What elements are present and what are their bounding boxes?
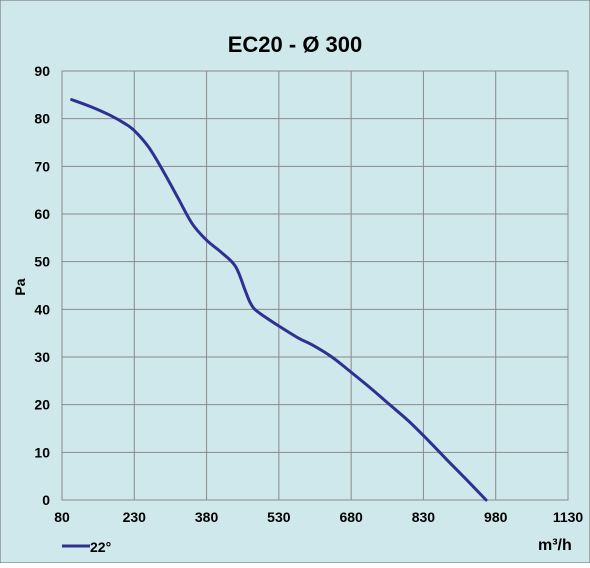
y-axis-tick-labels: 0 10 20 30 40 50 60 70 80 90	[34, 63, 50, 508]
x-tick-label: 1130	[553, 509, 584, 525]
x-tick-label: 830	[412, 509, 436, 525]
y-tick-label: 0	[42, 492, 50, 508]
legend: 22°	[62, 539, 111, 555]
x-axis-label: m³/h	[538, 537, 572, 554]
x-tick-label: 230	[123, 509, 147, 525]
y-tick-label: 50	[34, 254, 50, 270]
x-tick-label: 680	[339, 509, 363, 525]
legend-label-22: 22°	[90, 539, 111, 555]
y-tick-label: 90	[34, 63, 50, 79]
y-tick-label: 80	[34, 111, 50, 127]
plot-area-frame	[61, 70, 569, 501]
x-tick-label: 380	[195, 509, 219, 525]
series-line-0	[70, 98, 488, 502]
series-lines	[70, 98, 488, 502]
chart-title: EC20 - Ø 300	[228, 32, 363, 57]
x-tick-label: 980	[484, 509, 508, 525]
y-axis-label: Pa	[12, 278, 28, 295]
y-tick-label: 30	[34, 349, 50, 365]
y-tick-label: 40	[34, 301, 50, 317]
x-tick-label: 80	[54, 509, 70, 525]
y-tick-label: 60	[34, 206, 50, 222]
x-axis-tick-labels: 80 230 380 530 680 830 980 1130	[54, 509, 583, 525]
y-tick-label: 70	[34, 158, 50, 174]
x-tick-label: 530	[267, 509, 291, 525]
y-tick-label: 10	[34, 444, 50, 460]
y-tick-label: 20	[34, 397, 50, 413]
